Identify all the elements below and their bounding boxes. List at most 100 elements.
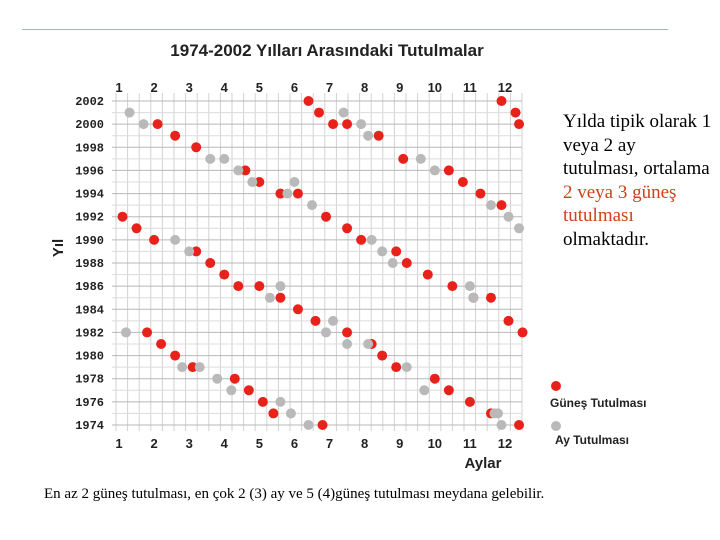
solar-eclipse-point xyxy=(275,188,286,199)
solar-eclipse-point xyxy=(254,281,265,292)
x-tick-label-bottom: 6 xyxy=(291,436,298,451)
solar-eclipse-point xyxy=(496,96,507,106)
solar-eclipse-point xyxy=(475,188,486,199)
lunar-eclipse-point xyxy=(363,130,374,141)
x-axis-top: 1 2 3 4 5 6 7 8 9 10 11 12 xyxy=(115,80,512,95)
solar-eclipse-point xyxy=(342,119,353,130)
solar-eclipse-point xyxy=(191,246,202,257)
solar-eclipse-point xyxy=(447,281,458,292)
lunar-eclipse-point xyxy=(170,234,181,245)
solar-eclipse-point xyxy=(391,246,402,257)
solar-eclipse-point xyxy=(187,362,198,373)
solar-eclipse-point xyxy=(429,373,440,384)
lunar-eclipse-point xyxy=(342,339,353,349)
solar-eclipse-point xyxy=(191,142,202,153)
legend-marker-solar xyxy=(551,381,561,391)
solar-eclipse-point xyxy=(510,107,521,118)
x-tick-label-bottom: 10 xyxy=(428,436,442,451)
lunar-eclipse-point xyxy=(247,177,258,187)
solar-eclipse-point xyxy=(149,234,160,245)
x-tick-label-top: 4 xyxy=(221,80,229,95)
x-tick-label-top: 11 xyxy=(463,80,477,95)
lunar-eclipse-point xyxy=(307,200,317,211)
x-tick-label-bottom: 12 xyxy=(498,436,512,451)
y-tick-label: 1998 xyxy=(75,141,104,155)
solar-eclipse-point xyxy=(275,292,286,303)
x-tick-label-bottom: 2 xyxy=(150,436,157,451)
y-tick-label: 1982 xyxy=(75,326,104,340)
solar-eclipse-point xyxy=(514,119,525,130)
lunar-eclipse-point xyxy=(212,373,223,384)
lunar-eclipse-point xyxy=(121,327,132,338)
lunar-eclipse-point xyxy=(377,246,388,257)
side-note-highlight: 2 veya 3 güneş tutulması xyxy=(563,181,677,227)
solar-eclipse-point xyxy=(268,408,279,419)
lunar-eclipse-point xyxy=(138,119,149,130)
solar-eclipse-point xyxy=(292,304,303,315)
lunar-eclipse-point xyxy=(401,362,412,373)
solar-eclipse-point xyxy=(243,385,254,396)
lunar-eclipse-point xyxy=(124,107,135,118)
lunar-eclipse-point xyxy=(275,396,286,407)
lunar-eclipse-point xyxy=(415,153,426,164)
solar-eclipse-point xyxy=(314,107,325,118)
y-tick-label: 1978 xyxy=(75,373,104,387)
lunar-eclipse-point xyxy=(387,258,398,268)
legend-marker-lunar xyxy=(551,421,561,431)
solar-eclipse-point xyxy=(503,315,514,326)
solar-eclipse-point xyxy=(240,165,251,176)
lunar-eclipse-point xyxy=(205,153,216,164)
side-note-text-2: olmaktadır. xyxy=(563,228,650,250)
solar-eclipse-point xyxy=(219,269,230,280)
x-tick-label-top: 8 xyxy=(361,80,368,95)
solar-eclipse-point xyxy=(170,350,181,361)
x-tick-label-bottom: 1 xyxy=(115,436,122,451)
solar-eclipse-point xyxy=(356,234,367,245)
chart-title: 1974-2002 Yılları Arasındaki Tutulmalar xyxy=(170,41,484,60)
x-tick-label-top: 9 xyxy=(396,80,403,95)
x-tick-label-bottom: 11 xyxy=(463,436,477,451)
lunar-eclipse-point xyxy=(492,408,503,419)
x-tick-label-bottom: 4 xyxy=(221,436,229,451)
solar-eclipse-point xyxy=(457,177,468,187)
solar-eclipse-point xyxy=(292,188,303,199)
y-tick-label: 1984 xyxy=(75,303,104,317)
lunar-eclipse-point xyxy=(366,234,377,245)
lunar-eclipse-point xyxy=(419,385,430,396)
y-tick-label: 2002 xyxy=(75,95,104,109)
y-axis: 2002 2000 1998 1996 1994 1992 1990 1988 1986 1984… xyxy=(75,95,104,433)
solar-eclipse-point xyxy=(485,292,496,303)
lunar-eclipse-point xyxy=(285,408,296,419)
lunar-eclipse-point xyxy=(321,327,332,338)
y-tick-label: 1994 xyxy=(75,188,104,202)
lunar-eclipse-point xyxy=(503,211,514,222)
solar-eclipse-point xyxy=(170,130,181,141)
solar-eclipse-point xyxy=(391,362,402,373)
x-tick-label-top: 6 xyxy=(291,80,298,95)
lunar-eclipse-point xyxy=(184,246,195,257)
solar-eclipse-point xyxy=(342,327,353,338)
solar-eclipse-point xyxy=(131,223,142,234)
solar-eclipse-point xyxy=(443,165,454,176)
chart-grid xyxy=(112,93,523,431)
solar-eclipse-point xyxy=(317,420,328,430)
solar-eclipse-point xyxy=(464,396,475,407)
solar-eclipse-point xyxy=(342,223,353,234)
lunar-eclipse-point xyxy=(356,119,367,130)
y-tick-label: 1988 xyxy=(75,257,104,271)
x-tick-label-bottom: 8 xyxy=(361,436,368,451)
x-axis-bottom: 1 2 3 4 5 6 7 8 9 10 11 12 xyxy=(115,436,512,451)
legend-label-solar: Güneş Tutulması xyxy=(550,396,646,410)
solar-eclipse-point xyxy=(328,119,339,130)
solar-eclipse-point xyxy=(310,315,321,326)
solar-eclipse-point xyxy=(254,177,265,187)
side-note-text-1: Yılda tipik olarak 1 veya 2 ay tutulması… xyxy=(563,111,712,179)
y-tick-label: 1990 xyxy=(75,234,104,248)
lunar-eclipse-point xyxy=(496,420,507,430)
lunar-eclipse-point xyxy=(363,339,374,349)
lunar-eclipse-point xyxy=(303,420,314,430)
x-tick-label-top: 7 xyxy=(326,80,333,95)
solar-eclipse-point xyxy=(205,258,216,268)
solar-eclipse-point xyxy=(401,258,412,268)
solar-eclipse-point xyxy=(156,339,167,349)
